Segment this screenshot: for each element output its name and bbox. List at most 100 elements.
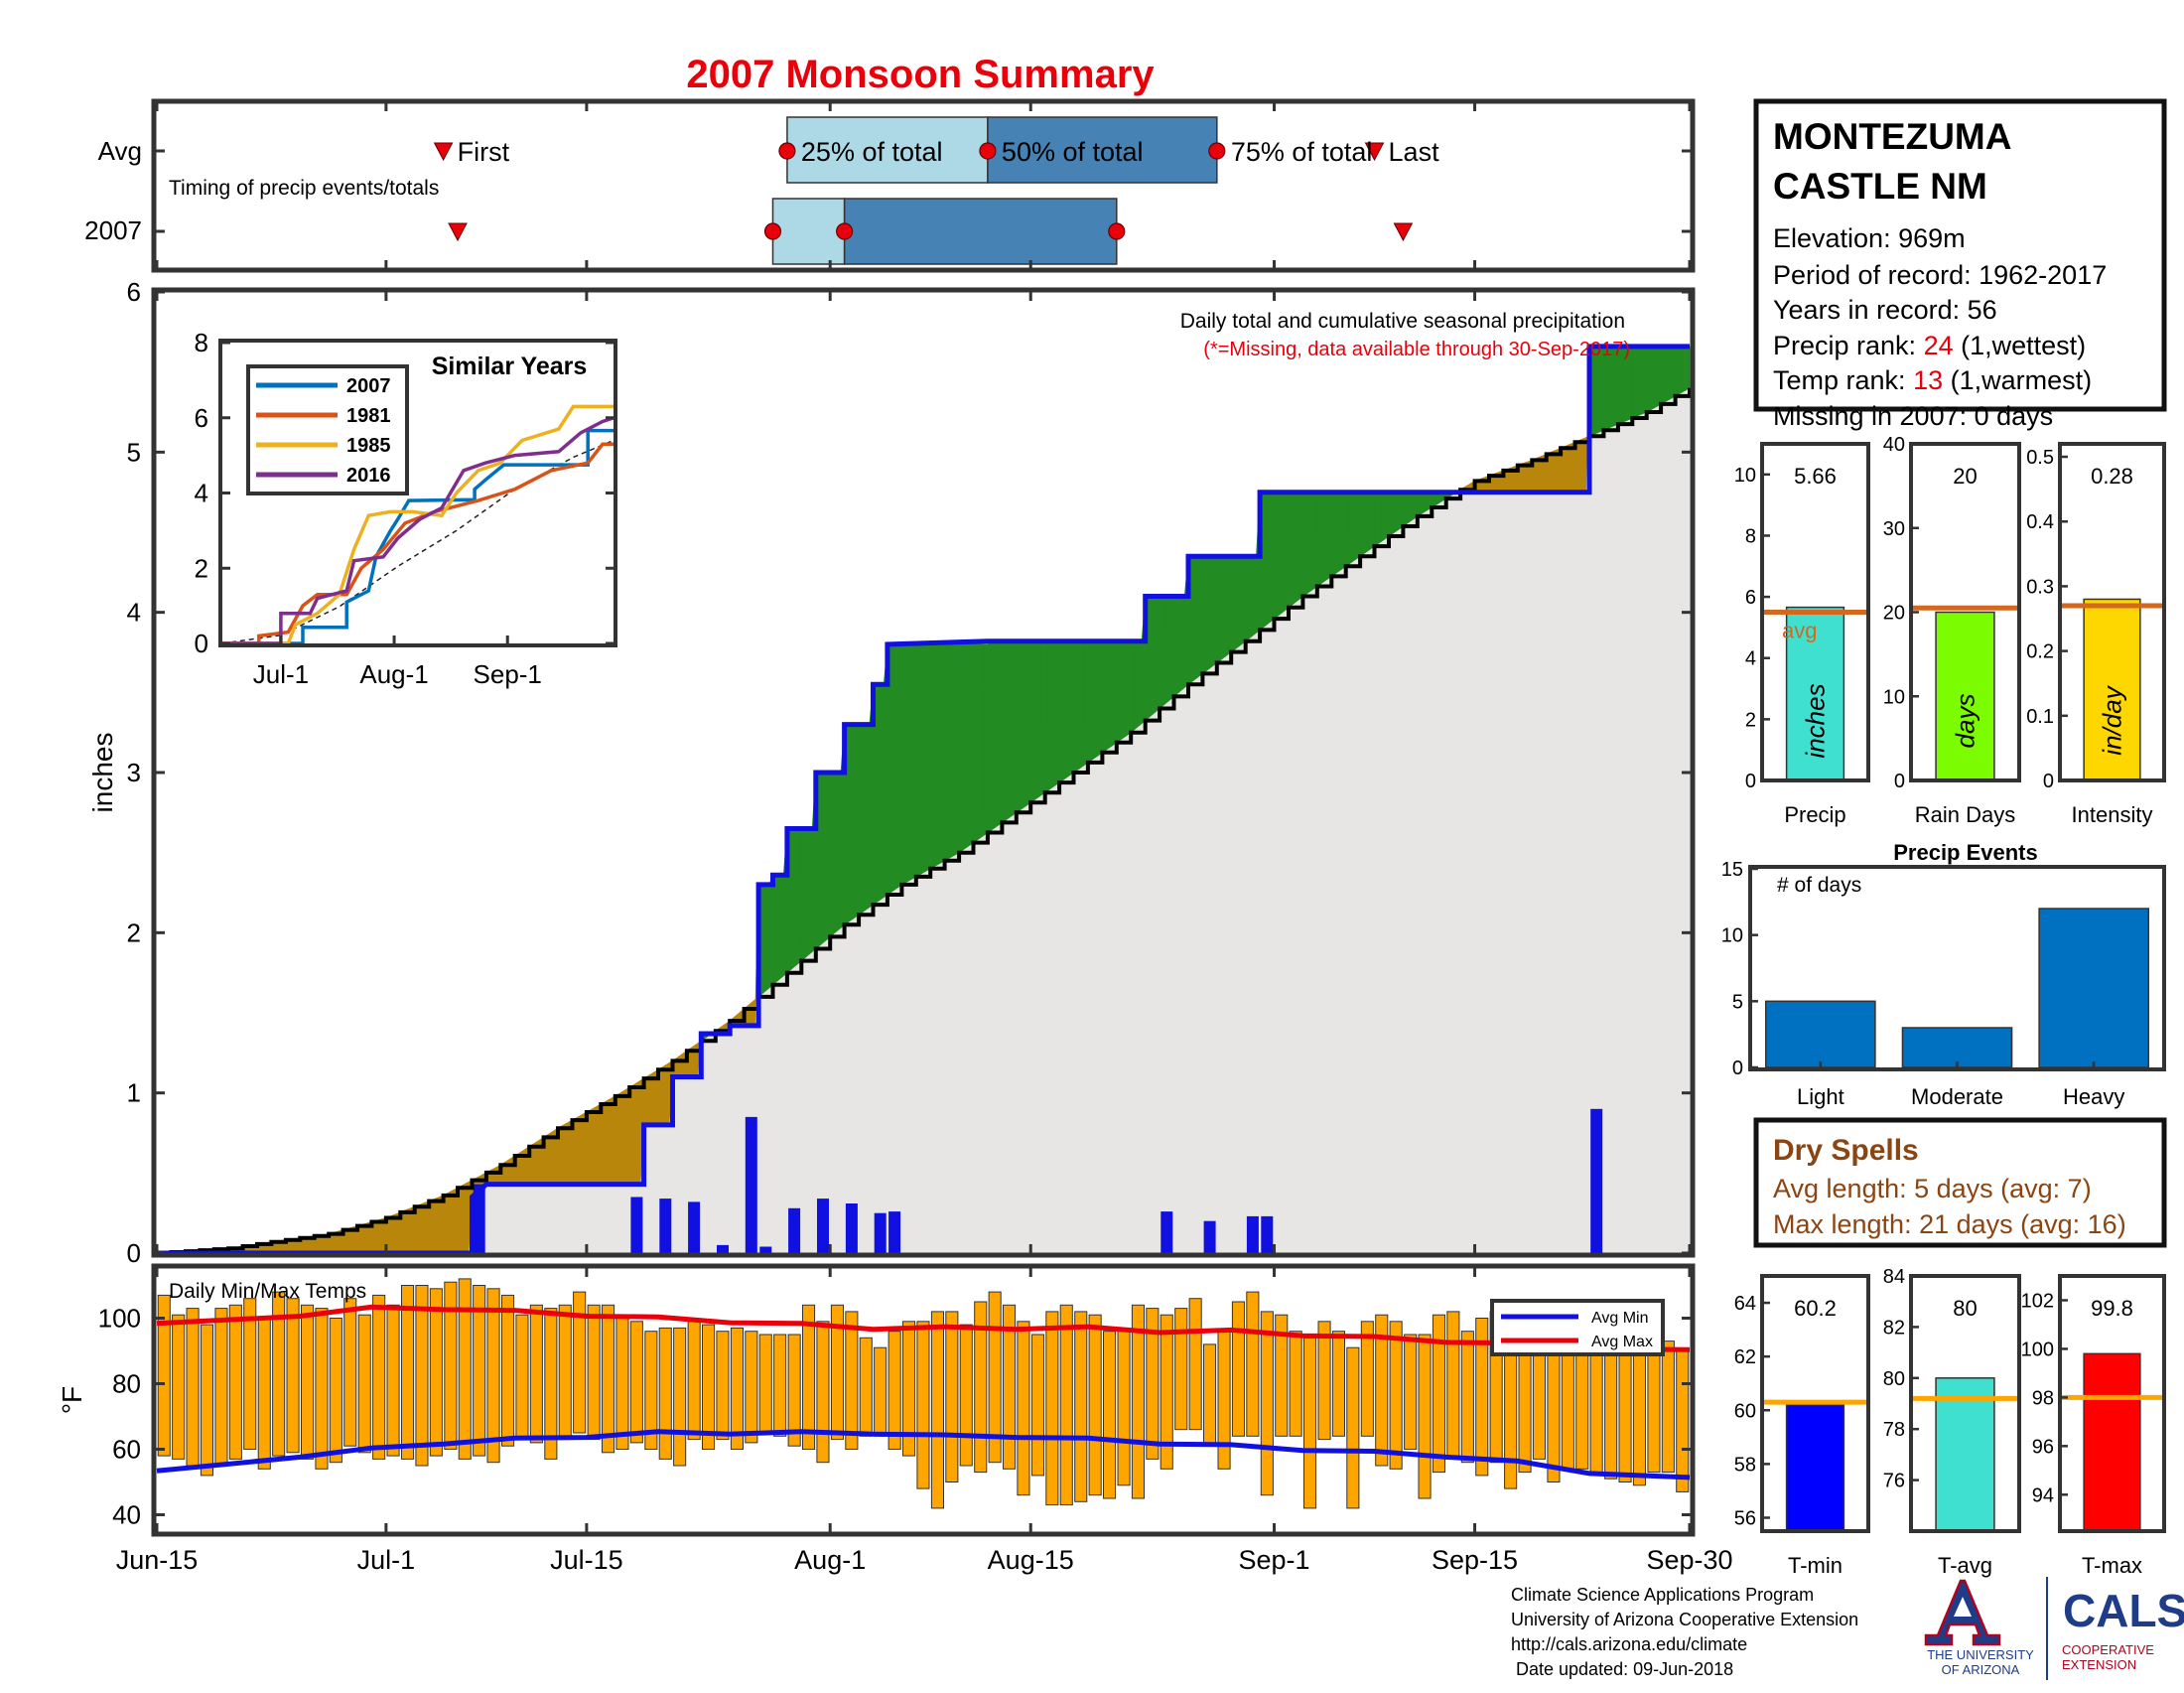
temp-bar-34 <box>644 1331 658 1450</box>
daily-temps-ylabel: °F <box>57 1386 87 1414</box>
temp-bar-82 <box>1331 1331 1346 1437</box>
temp-bar-60 <box>1017 1321 1030 1496</box>
t-avg-panel: 80 76 78 80 82 84 T-avg <box>1883 1266 2021 1578</box>
timing-avg-first-marker <box>433 142 454 162</box>
temp-bar-36 <box>673 1327 687 1467</box>
inset-x-tick-label: Jul-1 <box>253 659 309 689</box>
temp-bar-14 <box>357 1314 371 1454</box>
similar-years-series-2007 <box>222 428 614 645</box>
date-axis-label: Aug-15 <box>988 1545 1074 1575</box>
temp-bar-11 <box>315 1308 329 1470</box>
rain-days-y-tick-label: 10 <box>1883 686 1905 708</box>
temp-bar-81 <box>1317 1321 1331 1441</box>
ua-logo-line2: OF ARIZONA <box>1942 1662 2020 1677</box>
summary-bar-panels: inches5.660246810Precipavgdays2001020304… <box>1734 434 2166 1578</box>
temp-bar-31 <box>602 1304 615 1454</box>
temp-bar-40 <box>730 1327 745 1451</box>
temp-bar-10 <box>301 1304 315 1460</box>
temp-bar-37 <box>687 1321 701 1441</box>
t-avg-y-tick-label: 82 <box>1883 1317 1905 1339</box>
temp-bar-69 <box>1146 1308 1160 1460</box>
main-y-tick-label: 4 <box>127 598 141 628</box>
similar-years-series-1985 <box>222 404 614 645</box>
temp-bar-42 <box>758 1334 772 1434</box>
temp-bar-83 <box>1346 1346 1360 1509</box>
precip-events-bar-2 <box>2038 908 2149 1068</box>
intensity-y-tick-label: 0.2 <box>2026 641 2054 663</box>
temp-bar-46 <box>816 1321 830 1464</box>
temp-bar-51 <box>887 1331 901 1450</box>
year-cumulative-line <box>157 344 1690 1256</box>
main-precip-annotation: Daily total and cumulative seasonal prec… <box>1180 310 1625 333</box>
station-years: Years in record: 56 <box>1773 295 1997 325</box>
temp-bar-68 <box>1131 1304 1146 1499</box>
precip-total-y-tick-label: 2 <box>1745 709 1756 731</box>
page-title: 2007 Monsoon Summary <box>686 53 1155 96</box>
temp-bar-86 <box>1389 1321 1403 1470</box>
inset-y-tick-label: 8 <box>195 328 208 357</box>
daily-precip-bar-5 <box>745 1116 757 1253</box>
temp-bar-20 <box>444 1281 458 1450</box>
footer-line2: University of Arizona Cooperative Extens… <box>1511 1610 1858 1629</box>
precip-total-xlabel: Precip <box>1784 802 1845 827</box>
temp-bar-90 <box>1446 1311 1460 1460</box>
similar-years-legend: 2007 1981 1985 2016 <box>246 364 409 495</box>
rain-days-xlabel: Rain Days <box>1915 802 2015 827</box>
precip-rank-suffix: (1,wettest) <box>1954 331 2087 360</box>
date-axis-label: Jul-15 <box>550 1545 623 1575</box>
rain-days-value-bar <box>1935 611 1995 781</box>
dry-spells-box: Dry Spells Avg length: 5 days (avg: 7) M… <box>1753 1117 2167 1248</box>
t-avg-y-tick-label: 78 <box>1883 1419 1905 1441</box>
temp-rank-value: 13 <box>1913 365 1943 395</box>
avg-cumulative-area <box>157 387 1690 1253</box>
temp-bar-30 <box>587 1304 601 1441</box>
date-axis-label: Aug-1 <box>794 1545 866 1575</box>
precip-events-title: Precip Events <box>1893 840 2038 865</box>
precip-events-y-tick-label: 5 <box>1732 991 1743 1013</box>
temp-bar-84 <box>1360 1321 1374 1437</box>
precip-events-chart: Precip Events Light Moderate Heavy 0 5 10 15 #… <box>1721 840 2166 1109</box>
inset-y-tick-label: 0 <box>195 629 208 658</box>
t-max-panel: 99.8 94 96 98 100 102 T-max <box>2021 1274 2166 1578</box>
temp-bar-94 <box>1504 1343 1518 1489</box>
temp-y-tick-label: 100 <box>98 1304 141 1334</box>
t-max-y-tick-label: 96 <box>2032 1436 2054 1458</box>
temp-bar-24 <box>501 1294 515 1447</box>
t-min-value-bar <box>1785 1404 1845 1532</box>
precip-total-y-tick-label: 0 <box>1745 771 1756 792</box>
t-avg-value-label: 80 <box>1953 1296 1977 1321</box>
temp-bar-77 <box>1260 1311 1274 1496</box>
precip-total-unit-label: inches <box>1801 683 1831 758</box>
main-y-tick-label: 2 <box>127 917 141 947</box>
date-axis-label: Sep-15 <box>1432 1545 1518 1575</box>
dry-spells-max-length: Max length: 21 days (avg: 16) <box>1773 1209 2126 1239</box>
cals-logo-line1: COOPERATIVE <box>2062 1642 2154 1657</box>
legend-avg-min-label: Avg Min <box>1591 1310 1649 1327</box>
precip-total-y-tick-label: 8 <box>1745 525 1756 547</box>
station-precip-rank: Precip rank: 24 (1,wettest) <box>1773 331 2086 360</box>
station-name-line2: CASTLE NM <box>1773 166 1987 207</box>
timing-caption: Timing of precip events/totals <box>169 177 439 200</box>
daily-precip-bar-0 <box>473 1184 485 1253</box>
timing-avg-q50-q75-box <box>987 116 1218 184</box>
temp-bar-32 <box>615 1314 629 1450</box>
main-y-tick-label: 5 <box>127 437 141 467</box>
temp-bar-67 <box>1117 1331 1131 1486</box>
rain-days-panel: days 20 0 10 20 30 40 Rain Days <box>1883 434 2021 827</box>
daily-temps-x-axis: Jun-15 Jul-1 Jul-15 Aug-1 Aug-15 Sep-1 Sep-15 S… <box>116 1266 1733 1575</box>
intensity-value-bar <box>2083 598 2141 781</box>
date-axis-label: Jun-15 <box>116 1545 199 1575</box>
footer-credits: Climate Science Applications Program Uni… <box>1511 1585 1858 1679</box>
temp-bar-35 <box>658 1327 672 1460</box>
intensity-value-label: 0.28 <box>2091 464 2133 489</box>
precip-total-y-tick-label: 6 <box>1745 587 1756 609</box>
daily-precip-bar-14 <box>1246 1215 1259 1253</box>
intensity-unit-label: in/day <box>2098 684 2127 755</box>
cals-logo-text: CALS <box>2063 1585 2184 1636</box>
dry-spells-avg-length: Avg length: 5 days (avg: 7) <box>1773 1174 2092 1203</box>
temp-bar-78 <box>1275 1314 1289 1437</box>
daily-precip-bar-12 <box>1160 1211 1173 1253</box>
avg-min-line <box>156 1429 1691 1481</box>
temp-bar-79 <box>1289 1331 1302 1437</box>
